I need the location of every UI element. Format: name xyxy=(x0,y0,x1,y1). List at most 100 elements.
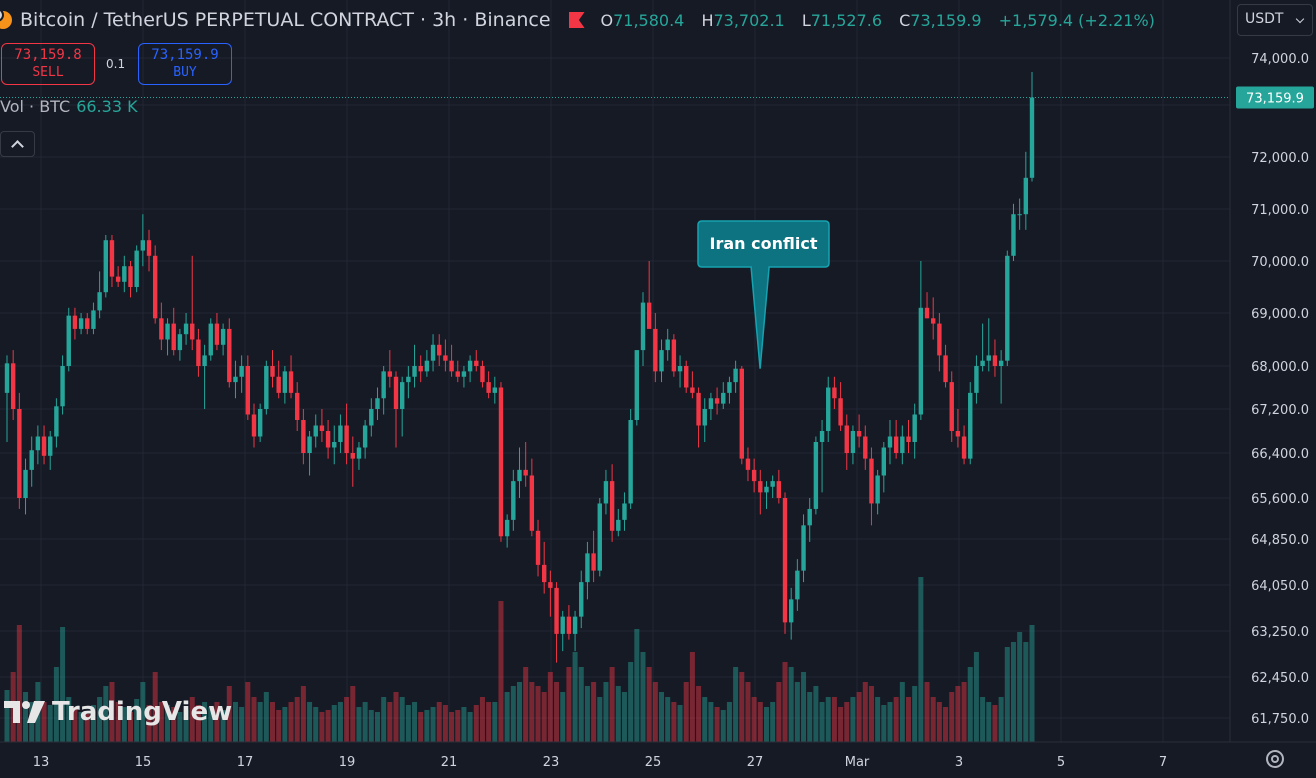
candle-body xyxy=(288,371,294,393)
volume-bar xyxy=(257,702,263,742)
volume-bar xyxy=(510,686,516,742)
flag-icon[interactable] xyxy=(568,12,585,28)
volume-bar xyxy=(226,686,232,742)
volume-bar xyxy=(412,702,418,742)
candle-body xyxy=(751,469,757,482)
annotation-callout[interactable]: Iran conflict xyxy=(697,220,830,369)
candle-body xyxy=(986,355,991,361)
volume-bar xyxy=(202,702,208,742)
volume-legend[interactable]: Vol · BTC 66.33 K xyxy=(0,97,138,116)
candle-body xyxy=(869,458,874,504)
sell-button[interactable]: 73,159.8 SELL xyxy=(1,43,95,85)
price-tick-label: 74,000.0 xyxy=(1251,52,1309,67)
volume-bar xyxy=(319,712,325,742)
tradingview-logo[interactable]: TradingView xyxy=(4,697,232,727)
candle-body xyxy=(437,344,442,356)
volume-bar xyxy=(177,712,183,742)
volume-bar xyxy=(442,705,448,742)
collapse-legend-button[interactable] xyxy=(0,131,35,157)
candle-body xyxy=(832,387,837,399)
candle-body xyxy=(115,276,121,282)
volume-bar xyxy=(121,707,127,742)
volume-bar xyxy=(621,692,627,742)
time-tick-label: 5 xyxy=(1057,755,1065,770)
price-tick-label: 61,750.0 xyxy=(1251,712,1309,727)
volume-bar xyxy=(220,710,226,742)
symbol-title[interactable]: Bitcoin / TetherUS PERPETUAL CONTRACT · … xyxy=(20,9,551,31)
time-tick-label: 23 xyxy=(543,755,560,770)
candle-body xyxy=(41,436,47,456)
time-axis-panel[interactable] xyxy=(0,742,1316,778)
candle-body xyxy=(727,382,732,393)
volume-bar xyxy=(473,705,479,742)
price-axis-labels: 61,750.0 62,450.0 63,250.0 64,050.0 64,850.0… xyxy=(1251,52,1309,727)
candle-body xyxy=(492,387,498,393)
candle-body xyxy=(838,398,843,426)
volume-bar xyxy=(171,707,177,742)
close-key: C xyxy=(899,10,911,30)
volume-bar xyxy=(127,712,133,742)
volume-bar xyxy=(578,667,584,742)
volume-bar xyxy=(868,686,874,742)
candle-body xyxy=(486,382,491,393)
candle-body xyxy=(85,318,90,329)
buy-price: 73,159.9 xyxy=(151,47,219,63)
candle-body xyxy=(381,371,386,399)
currency-select[interactable]: USDT xyxy=(1237,4,1313,36)
candle-body xyxy=(850,431,856,453)
currency-label: USDT xyxy=(1245,11,1284,27)
candle-body xyxy=(968,392,973,459)
candle-body xyxy=(776,481,782,498)
price-tick-label: 64,850.0 xyxy=(1251,533,1309,548)
order-quantity[interactable]: 0.1 xyxy=(106,57,126,71)
candle-body xyxy=(572,616,578,634)
volume-bar xyxy=(973,652,979,742)
open-value: 71,580.4 xyxy=(613,10,685,30)
volume-bar xyxy=(1023,642,1029,742)
volume-bar xyxy=(232,702,238,742)
volume-bar xyxy=(140,682,146,742)
candle-body xyxy=(356,447,362,459)
candle-body xyxy=(1017,214,1022,216)
time-tick-label: 7 xyxy=(1159,755,1167,770)
candle-body xyxy=(54,406,59,437)
volume-bar xyxy=(918,577,924,742)
time-tick-label: 21 xyxy=(441,755,458,770)
low-value: 71,527.6 xyxy=(810,10,882,30)
volume-bar xyxy=(374,712,380,742)
candle-body xyxy=(640,302,646,351)
volume-bar xyxy=(195,705,201,742)
candle-body xyxy=(597,503,602,571)
volume-bar xyxy=(146,705,152,742)
candle-body xyxy=(301,420,306,453)
candle-body xyxy=(788,599,794,623)
candle-body xyxy=(603,481,609,504)
volume-label: Vol · BTC xyxy=(0,97,71,116)
volume-bar xyxy=(782,662,788,742)
volume-bar xyxy=(504,692,510,742)
candle-body xyxy=(1029,97,1035,178)
volume-bar xyxy=(825,697,831,742)
candle-body xyxy=(4,363,10,393)
volume-bar xyxy=(517,682,522,742)
buy-button[interactable]: 73,159.9 BUY xyxy=(138,43,232,85)
candle-body xyxy=(220,328,226,345)
settings-gear-icon[interactable] xyxy=(1266,750,1284,768)
price-axis-panel[interactable] xyxy=(1230,0,1316,742)
candle-body xyxy=(826,387,831,431)
last-price-text: 73,159.9 xyxy=(1246,91,1304,106)
candle-body xyxy=(758,481,763,493)
volume-bar xyxy=(134,699,140,742)
ohlc-values: O71,580.4 H73,702.1 L71,527.6 C73,159.9 … xyxy=(601,11,1167,30)
candle-body xyxy=(393,376,399,409)
candle-body xyxy=(714,398,720,404)
volume-bar xyxy=(591,682,597,742)
volume-bar xyxy=(831,697,837,742)
volume-bar xyxy=(1004,647,1010,742)
candle-body xyxy=(795,570,800,600)
price-tick-label: 69,000.0 xyxy=(1251,307,1309,322)
candle-body xyxy=(103,240,108,293)
volume-bar xyxy=(794,682,800,742)
candle-body xyxy=(646,302,652,329)
